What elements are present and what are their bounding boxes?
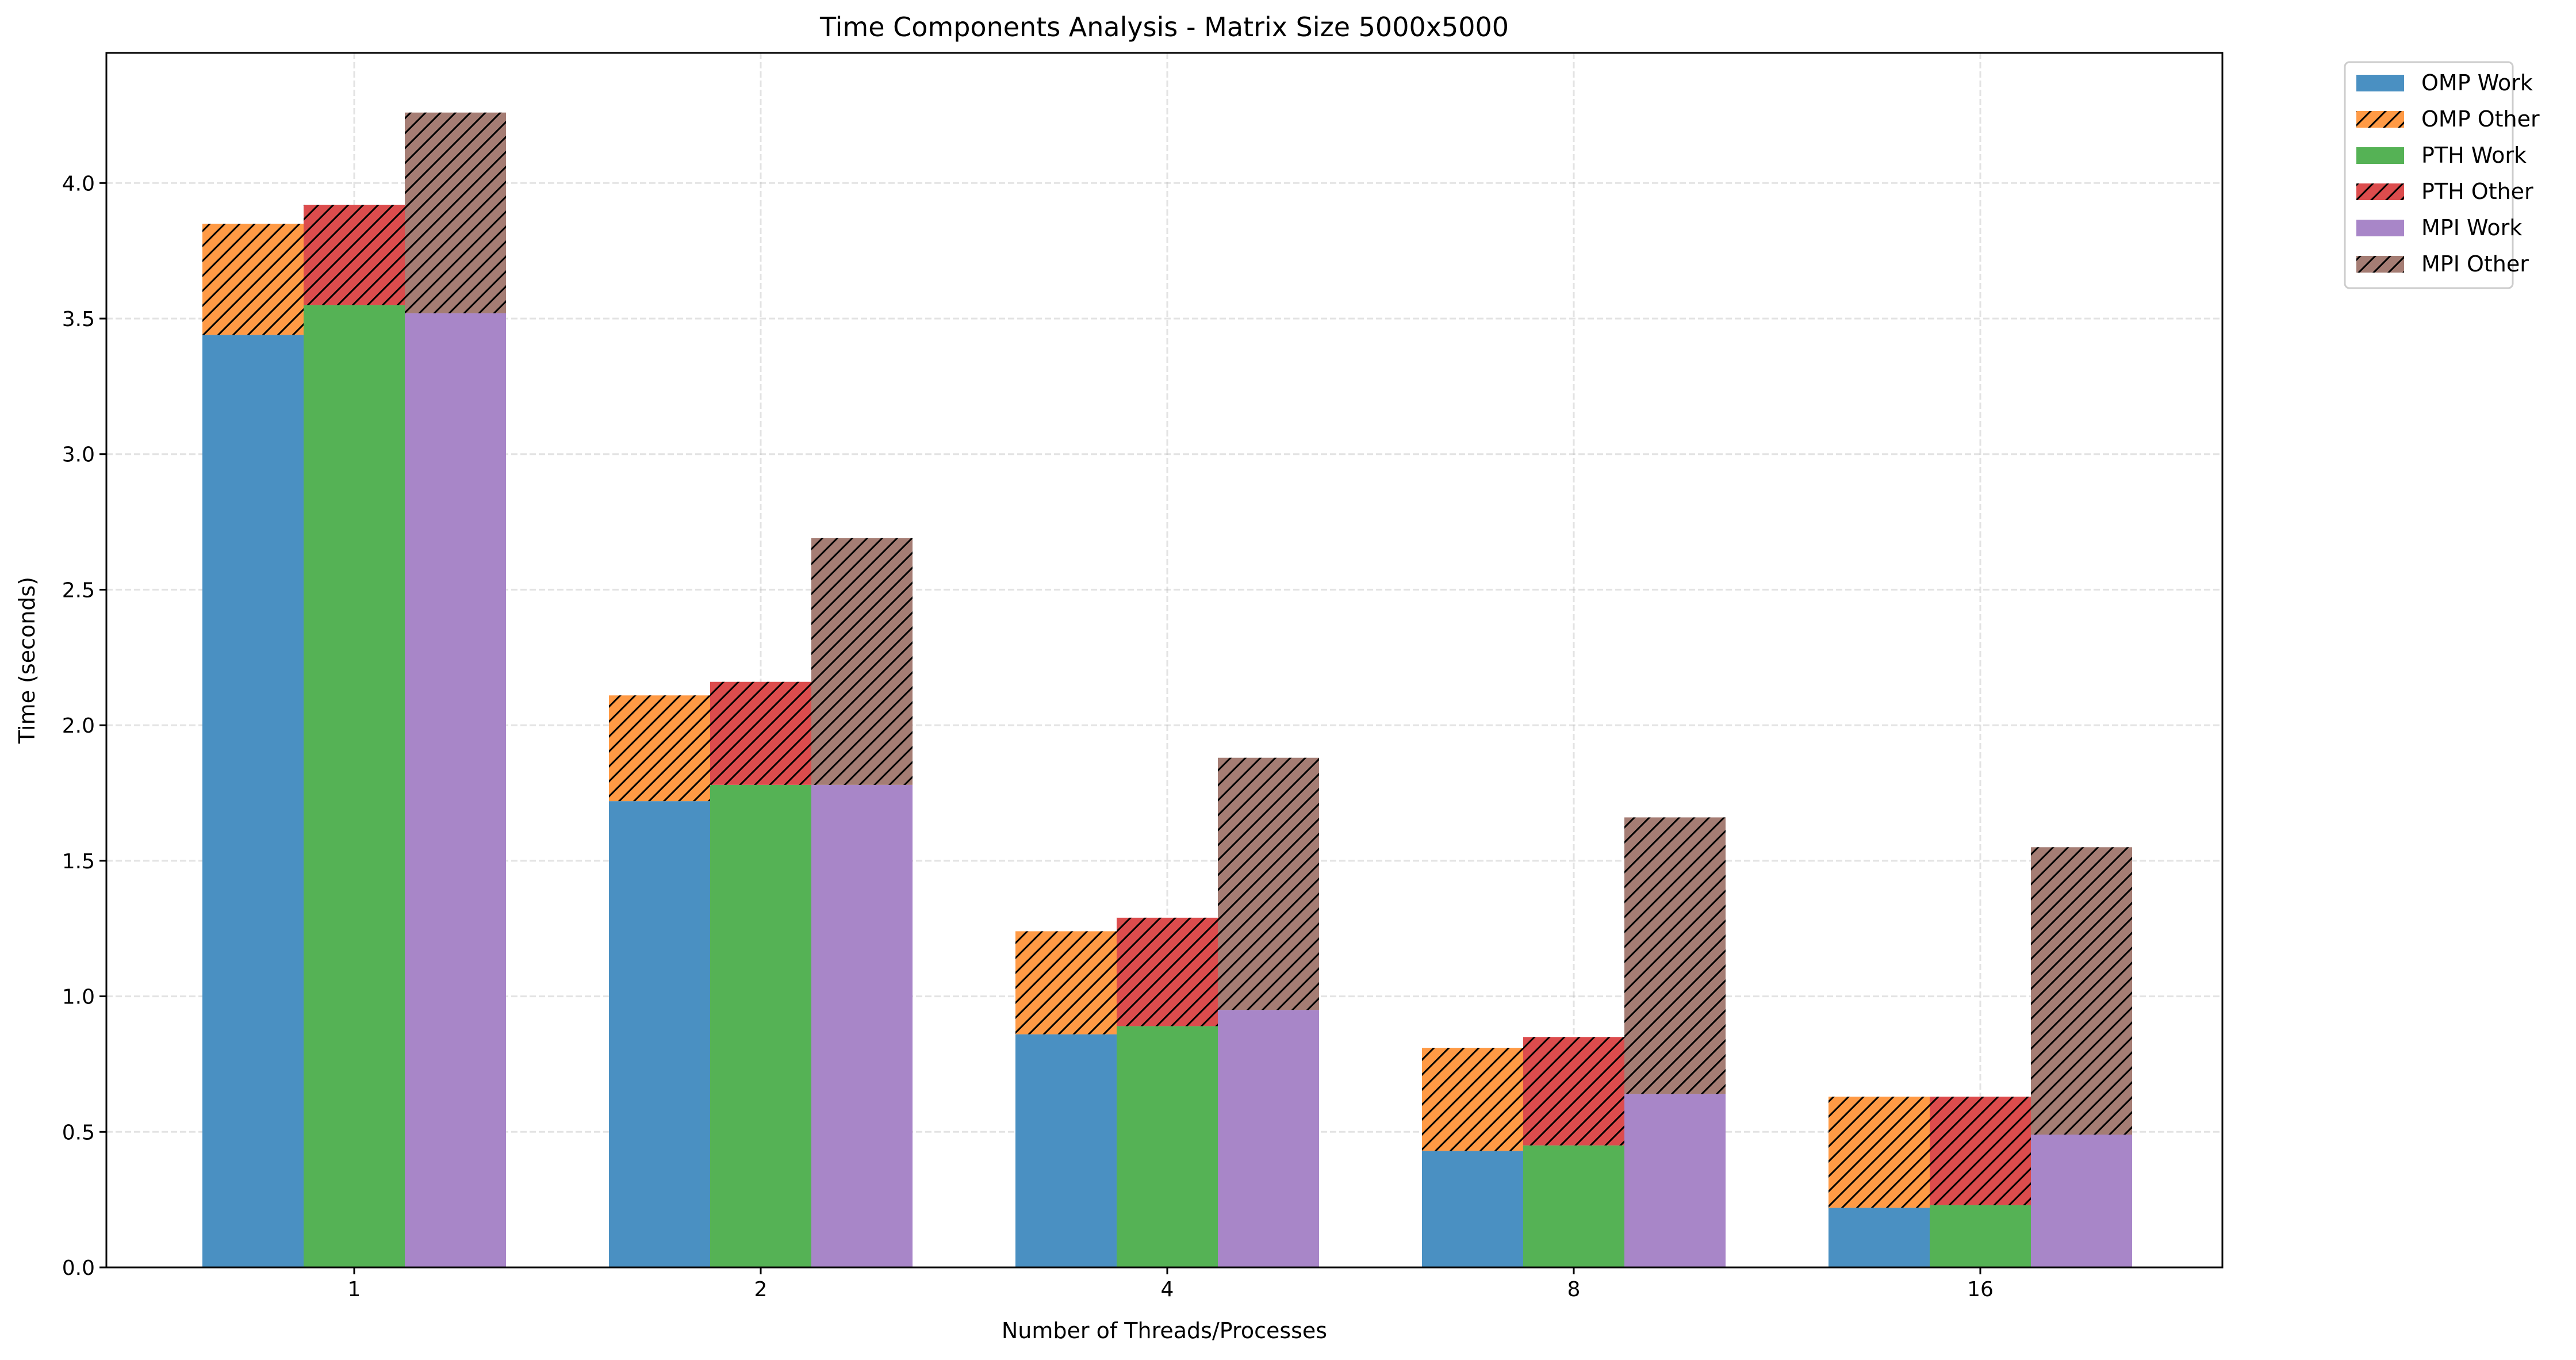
bar-pth-work bbox=[1523, 1145, 1624, 1267]
bar-pth-other-hatch bbox=[304, 205, 405, 305]
bar-omp-work bbox=[609, 801, 710, 1267]
y-tick-label: 0.5 bbox=[62, 1121, 95, 1144]
y-ticks: 0.0 0.5 1.0 1.5 2.0 2.5 3.0 3.5 4.0 bbox=[62, 172, 106, 1280]
x-tick-label: 1 bbox=[348, 1278, 361, 1301]
bar-mpi-work bbox=[1624, 1094, 1726, 1267]
bar-mpi-work bbox=[811, 784, 913, 1267]
legend: OMP Work OMP Other PTH Work PTH Other MPI Wo… bbox=[2344, 61, 2540, 289]
bar-pth-other-hatch bbox=[1930, 1097, 2031, 1205]
bar-omp-other-hatch bbox=[1422, 1048, 1523, 1151]
bar-mpi-work bbox=[2031, 1135, 2132, 1267]
legend-swatch-hatch bbox=[2356, 183, 2404, 200]
bar-omp-work bbox=[1422, 1151, 1523, 1267]
x-tick-label: 16 bbox=[1967, 1278, 1994, 1301]
y-tick-label: 0.0 bbox=[62, 1256, 95, 1280]
y-tick-label: 3.5 bbox=[62, 308, 95, 331]
legend-label-pth-work: PTH Work bbox=[2421, 143, 2527, 168]
legend-label-omp-other: OMP Other bbox=[2421, 106, 2540, 132]
bar-mpi-work bbox=[1218, 1010, 1319, 1267]
y-tick-label: 4.0 bbox=[62, 172, 95, 196]
legend-swatch-hatch bbox=[2356, 256, 2404, 273]
chart-title: Time Components Analysis - Matrix Size 5… bbox=[819, 12, 1509, 43]
bar-omp-other-hatch bbox=[202, 224, 304, 335]
bar-pth-other-hatch bbox=[710, 681, 811, 785]
bar-mpi-other-hatch bbox=[1218, 757, 1319, 1010]
bar-mpi-other-hatch bbox=[1624, 817, 1726, 1094]
legend-swatch-pth-work bbox=[2356, 147, 2404, 164]
y-tick-label: 3.0 bbox=[62, 443, 95, 467]
bar-mpi-work bbox=[405, 313, 506, 1267]
bar-pth-other-hatch bbox=[1523, 1037, 1624, 1146]
x-tick-label: 4 bbox=[1161, 1278, 1174, 1301]
plot-frame bbox=[105, 52, 2224, 1269]
bar-mpi-other-hatch bbox=[811, 538, 913, 785]
bar-omp-other-hatch bbox=[1828, 1097, 1930, 1208]
legend-label-mpi-other: MPI Other bbox=[2421, 251, 2529, 277]
legend-label-pth-other: PTH Other bbox=[2421, 179, 2533, 204]
bar-omp-work bbox=[1828, 1208, 1930, 1267]
x-tick-label: 8 bbox=[1567, 1278, 1581, 1301]
y-tick-label: 2.0 bbox=[62, 714, 95, 738]
y-axis-label: Time (seconds) bbox=[14, 577, 40, 744]
y-tick-label: 2.5 bbox=[62, 579, 95, 602]
bar-omp-other-hatch bbox=[1015, 931, 1117, 1035]
legend-swatch-hatch bbox=[2356, 111, 2404, 128]
legend-label-mpi-work: MPI Work bbox=[2421, 215, 2522, 240]
bar-omp-work bbox=[1015, 1034, 1117, 1267]
bar-mpi-other-hatch bbox=[405, 112, 506, 313]
bar-pth-other-hatch bbox=[1117, 917, 1218, 1026]
x-ticks: 1 2 4 8 16 bbox=[348, 1267, 1994, 1301]
bar-pth-work bbox=[304, 305, 405, 1267]
x-axis-label: Number of Threads/Processes bbox=[1002, 1318, 1327, 1343]
legend-label-omp-work: OMP Work bbox=[2421, 70, 2533, 95]
bars-layer bbox=[202, 112, 2132, 1268]
legend-swatch-mpi-work bbox=[2356, 220, 2404, 236]
bar-pth-work bbox=[1117, 1026, 1218, 1267]
bar-pth-work bbox=[1930, 1205, 2031, 1267]
legend-swatch-omp-work bbox=[2356, 75, 2404, 91]
bar-pth-work bbox=[710, 784, 811, 1267]
x-tick-label: 2 bbox=[754, 1278, 768, 1301]
y-tick-label: 1.5 bbox=[62, 850, 95, 874]
bar-omp-work bbox=[202, 335, 304, 1268]
bar-mpi-other-hatch bbox=[2031, 847, 2132, 1135]
bar-omp-other-hatch bbox=[609, 695, 710, 802]
y-tick-label: 1.0 bbox=[62, 986, 95, 1009]
